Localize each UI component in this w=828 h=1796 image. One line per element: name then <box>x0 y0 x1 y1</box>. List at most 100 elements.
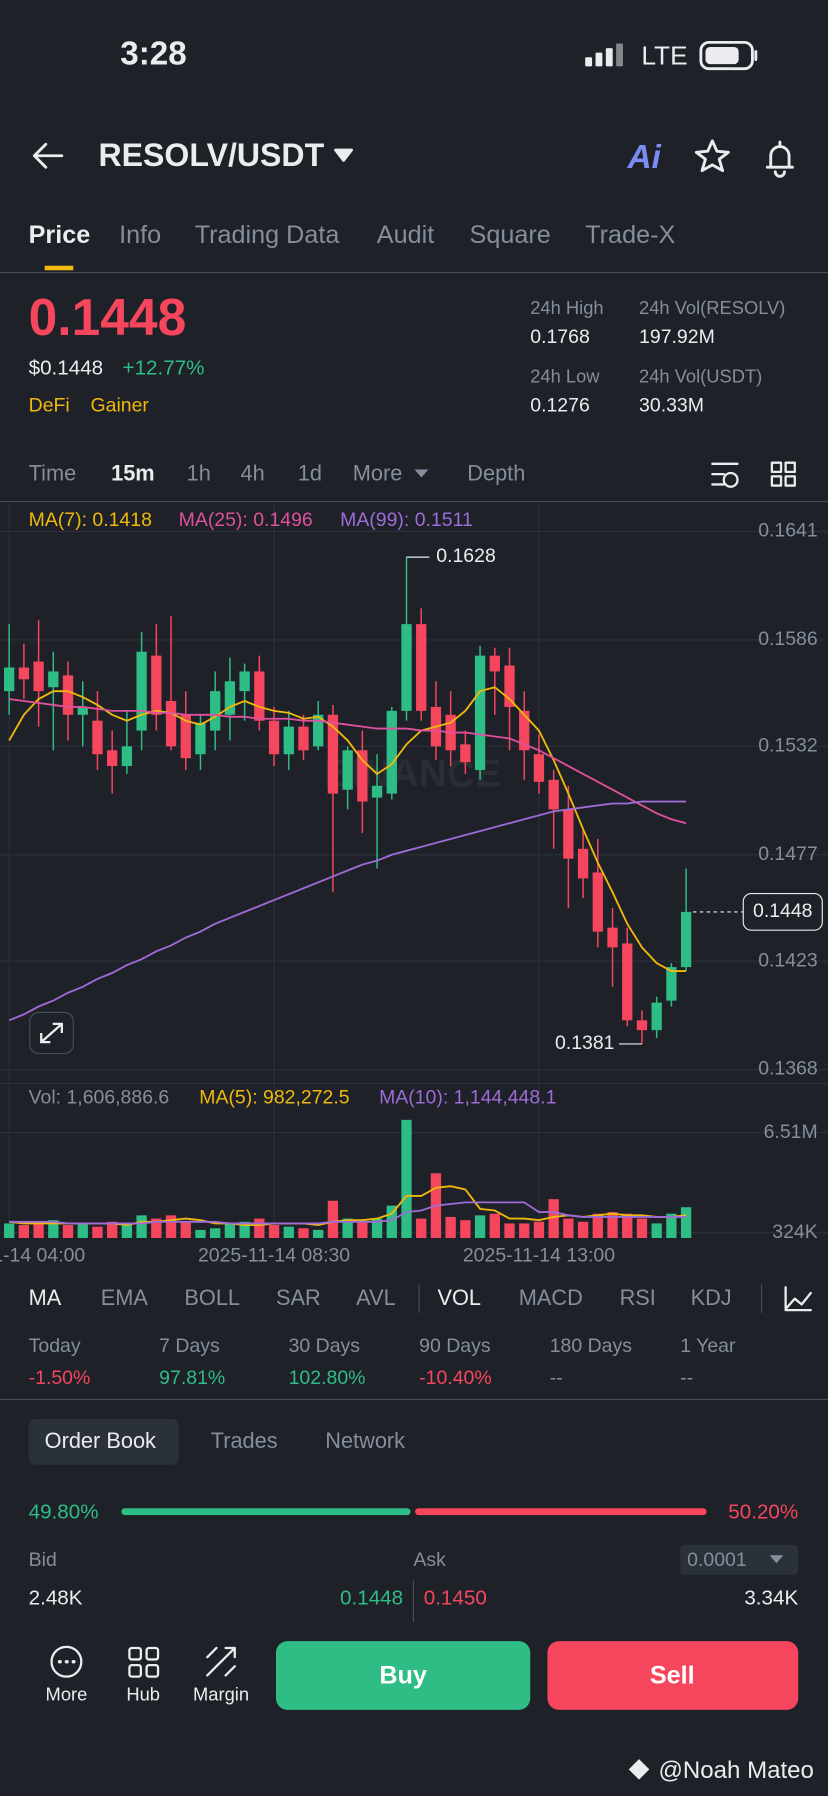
volume-bar <box>121 1225 133 1238</box>
volume-bar <box>357 1221 368 1238</box>
nav-label[interactable]: More <box>45 1685 88 1706</box>
candle-body <box>210 691 221 731</box>
indicator-tab[interactable]: VOL <box>437 1286 482 1311</box>
interval-tab[interactable]: 1h <box>186 462 211 487</box>
more-caret[interactable] <box>414 469 429 478</box>
perf-label: Today <box>28 1334 81 1357</box>
star-icon[interactable] <box>694 139 730 173</box>
nav-icons[interactable] <box>50 1645 236 1678</box>
order-tab[interactable]: Order Book <box>44 1429 156 1454</box>
stat-label: 24h Vol(USDT) <box>639 367 763 388</box>
nav-tab[interactable]: Square <box>469 219 551 249</box>
ai-button[interactable]: Ai <box>627 139 661 176</box>
volume-bar <box>180 1221 191 1238</box>
y-tick-label: 6.51M <box>764 1121 818 1143</box>
indicator-tab[interactable]: RSI <box>619 1286 656 1311</box>
indicator-tab[interactable]: EMA <box>100 1286 148 1311</box>
candle-body <box>460 744 471 763</box>
candle-body <box>607 927 618 948</box>
candle-body <box>563 809 574 859</box>
buy-button[interactable] <box>275 1641 531 1710</box>
x-tick-label: 2025-11-14 08:30 <box>198 1244 350 1266</box>
y-tick-label: 0.1586 <box>758 628 818 650</box>
pair-caret[interactable] <box>334 148 354 162</box>
indicator-tab[interactable]: AVL <box>356 1286 396 1311</box>
nav-tab[interactable]: Trading Data <box>194 219 340 249</box>
stat-label: 24h High <box>530 298 604 319</box>
volume-bar <box>77 1223 88 1238</box>
step-select[interactable] <box>680 1544 799 1575</box>
settings-icon[interactable] <box>711 462 739 488</box>
back-icon[interactable] <box>32 142 64 169</box>
perf-label: 7 Days <box>159 1334 220 1357</box>
order-tab[interactable]: Trades <box>210 1429 278 1454</box>
price-change: +12.77% <box>122 356 205 380</box>
candle-body <box>386 710 397 794</box>
volume-bar <box>460 1220 471 1238</box>
perf-label: 90 Days <box>419 1334 491 1357</box>
high-label: 0.1628 <box>436 545 496 567</box>
expand-icon[interactable] <box>40 1022 63 1044</box>
indicator-tab[interactable]: MACD <box>518 1286 583 1311</box>
volume-bar <box>563 1218 574 1238</box>
nav-tab[interactable]: Info <box>119 219 162 249</box>
candle-body <box>107 750 118 767</box>
nav-tab[interactable]: Price <box>28 219 91 249</box>
expand-button[interactable] <box>29 1011 74 1055</box>
candle-body <box>224 681 236 715</box>
perf-label: 180 Days <box>549 1334 632 1357</box>
tag[interactable]: Gainer <box>90 394 149 417</box>
y-tick-label: 0.1477 <box>758 843 818 865</box>
candle-body <box>136 651 147 731</box>
perf-value: 97.81% <box>159 1366 226 1389</box>
indicator-tab[interactable]: BOLL <box>184 1286 241 1311</box>
volume-bar <box>592 1213 603 1238</box>
interval-tab[interactable]: Depth <box>467 462 526 487</box>
ask-ratio: 50.20% <box>728 1500 799 1524</box>
volume-bar <box>4 1223 15 1238</box>
order-tab[interactable]: Network <box>325 1429 406 1454</box>
candle-body <box>283 726 294 755</box>
tag[interactable]: DeFi <box>28 394 70 417</box>
candle-body <box>533 754 545 782</box>
bell-icon[interactable] <box>765 140 794 178</box>
interval-tab[interactable]: 1d <box>297 462 322 487</box>
interval-tab[interactable]: 15m <box>111 462 155 487</box>
pair-title[interactable]: RESOLV/USDT <box>98 137 325 173</box>
nav-tab[interactable]: Trade-X <box>585 219 676 249</box>
indicator-tab[interactable]: KDJ <box>690 1286 732 1311</box>
indicator-settings-icon[interactable] <box>784 1286 812 1312</box>
volume-bar <box>151 1218 162 1238</box>
indicator-tab[interactable]: MA <box>28 1286 62 1311</box>
buy-label[interactable]: Buy <box>379 1660 427 1690</box>
candle-body <box>489 655 500 672</box>
ratio-bar-bid <box>121 1508 411 1516</box>
nav-label[interactable]: Margin <box>193 1685 250 1706</box>
interval-tab[interactable]: 4h <box>240 462 265 487</box>
perf-value: -1.50% <box>28 1366 91 1389</box>
usd-price: $0.1448 <box>28 356 104 380</box>
volume-bar <box>445 1216 456 1238</box>
sell-label[interactable]: Sell <box>649 1660 695 1690</box>
ma-line <box>8 800 687 1022</box>
y-tick-label: 0.1532 <box>758 734 818 756</box>
volume-bar <box>327 1200 339 1238</box>
candle-body <box>622 943 633 1021</box>
x-tick-label: 2025-11-14 04:00 <box>0 1244 85 1266</box>
interval-tab[interactable]: Time <box>28 462 77 487</box>
ma-legend: MA(7): 0.1418 <box>29 509 152 531</box>
perf-value: -- <box>549 1366 563 1389</box>
indicator-tab[interactable]: SAR <box>275 1286 321 1311</box>
volume-bar <box>401 1119 412 1238</box>
nav-label[interactable]: Hub <box>126 1685 160 1706</box>
layout-icon[interactable] <box>770 461 796 487</box>
sell-button[interactable] <box>547 1641 799 1710</box>
x-tick-label: 2025-11-14 13:00 <box>463 1244 615 1266</box>
nav-tab[interactable]: Audit <box>376 219 435 249</box>
volume-bar <box>107 1221 118 1238</box>
candle-body <box>357 750 368 802</box>
step-value[interactable]: 0.0001 <box>687 1548 747 1571</box>
interval-tab[interactable]: More <box>352 462 403 487</box>
candle-body <box>504 665 515 707</box>
